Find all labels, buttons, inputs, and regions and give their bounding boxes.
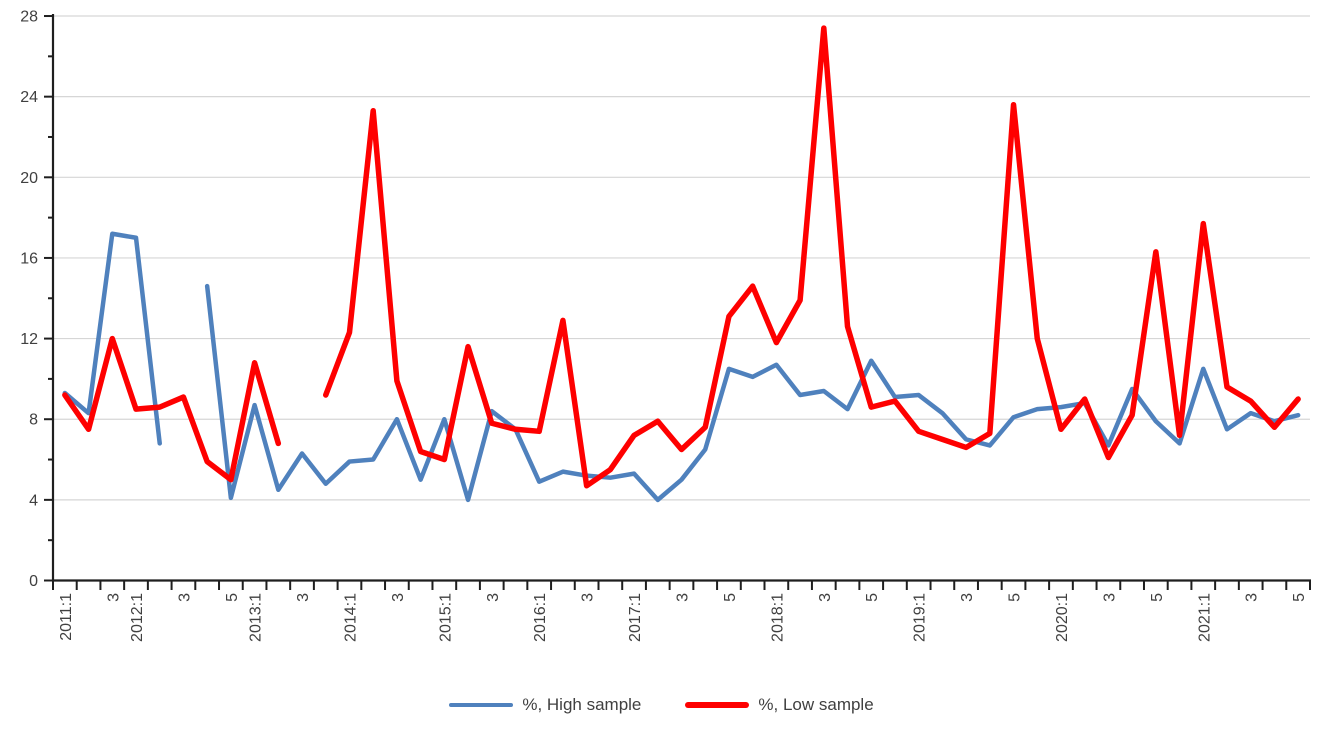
legend-item-high-sample: %, High sample [449, 695, 641, 715]
y-tick-label: 0 [29, 573, 38, 590]
x-tick-label: 3 [817, 593, 834, 602]
y-tick-label: 16 [20, 250, 38, 267]
high-sample-line [62, 231, 162, 446]
x-tick-label: 2019:1 [912, 593, 929, 642]
x-tick-label: 2011:1 [58, 593, 75, 641]
x-tick-label: 2016:1 [532, 593, 549, 642]
x-tick-label: 2017:1 [627, 593, 644, 642]
legend-label-low-sample: %, Low sample [758, 695, 874, 714]
x-tick-label: 3 [390, 593, 407, 602]
x-tick-label: 3 [1101, 593, 1118, 602]
legend-label-high-sample: %, High sample [522, 695, 642, 714]
x-tick-label: 3 [580, 593, 597, 602]
y-tick-label: 28 [20, 9, 38, 26]
low-sample-line [322, 25, 1301, 489]
x-tick-label: 5 [1291, 593, 1308, 602]
y-tick-label: 12 [20, 331, 38, 348]
x-tick-label: 5 [864, 593, 881, 602]
high-sample-line [204, 283, 1301, 503]
x-tick-label: 2020:1 [1054, 593, 1071, 642]
legend-item-low-sample: %, Low sample [685, 695, 874, 715]
y-tick-label: 8 [29, 412, 38, 429]
x-tick-label: 2014:1 [342, 593, 359, 642]
x-tick-label: 2015:1 [437, 593, 454, 642]
low-sample-line [62, 335, 282, 483]
x-tick-label: 5 [224, 593, 241, 602]
x-tick-label: 3 [105, 593, 122, 602]
x-tick-label: 3 [675, 593, 692, 602]
x-tick-label: 5 [722, 593, 739, 602]
x-tick-label: 2018:1 [769, 593, 786, 642]
x-tick-label: 3 [1244, 593, 1261, 602]
x-tick-label: 3 [295, 593, 312, 602]
x-tick-label: 3 [176, 593, 193, 602]
x-tick-label: 2021:1 [1196, 593, 1213, 642]
y-tick-label: 24 [20, 89, 38, 106]
x-tick-label: 3 [485, 593, 502, 602]
x-tick-label: 5 [1149, 593, 1166, 602]
high-sample-line-swatch [449, 702, 514, 708]
low-sample-line-swatch [685, 702, 750, 708]
x-tick-label: 2013:1 [248, 593, 265, 642]
y-tick-label: 20 [20, 170, 38, 187]
y-tick-label: 4 [29, 492, 38, 509]
x-tick-label: 2012:1 [129, 593, 146, 642]
chart-legend: %, High sample %, Low sample [0, 695, 1323, 715]
x-tick-label: 3 [959, 593, 976, 602]
x-tick-label: 5 [1007, 593, 1024, 602]
